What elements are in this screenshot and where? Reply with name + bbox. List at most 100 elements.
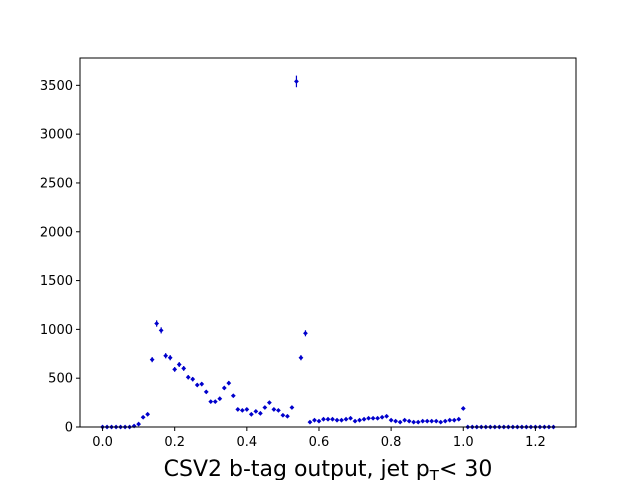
- data-point: [321, 416, 326, 422]
- data-point: [271, 407, 277, 412]
- data-point: [266, 400, 272, 405]
- data-point: [397, 419, 403, 425]
- data-point: [406, 418, 412, 424]
- data-point: [339, 417, 344, 423]
- data-point: [221, 385, 227, 391]
- y-tick-label: 3000: [40, 128, 73, 143]
- data-point: [303, 330, 308, 336]
- data-point: [325, 416, 331, 422]
- data-point: [289, 405, 295, 410]
- data-point: [316, 418, 322, 424]
- x-tick-label: 0.0: [92, 435, 113, 450]
- data-point: [384, 413, 390, 419]
- x-tick-label: 0.6: [309, 435, 330, 450]
- data-point: [158, 327, 164, 333]
- data-point: [307, 419, 313, 425]
- data-point: [239, 408, 245, 413]
- data-point: [149, 357, 155, 363]
- data-points: [100, 75, 556, 430]
- data-point: [136, 421, 142, 427]
- y-tick-label: 2500: [40, 176, 73, 191]
- plot-area-frame: [79, 57, 577, 428]
- data-point: [388, 417, 394, 423]
- data-point: [244, 407, 250, 412]
- data-point: [131, 423, 137, 429]
- data-point: [370, 415, 376, 421]
- y-axis-ticks: 0 500 1000 1500 2000 2500 3000 3500: [40, 79, 80, 436]
- y-tick-label: 500: [48, 372, 73, 387]
- data-point: [447, 417, 453, 423]
- data-point: [154, 321, 160, 326]
- x-tick-label: 0.4: [236, 435, 257, 450]
- data-point: [393, 418, 399, 424]
- data-point: [379, 414, 385, 420]
- data-point: [235, 407, 241, 412]
- data-point: [438, 419, 444, 425]
- x-axis-title-main: CSV2 b-tag output, jet p: [164, 457, 430, 480]
- data-point: [294, 79, 299, 84]
- data-point: [199, 381, 205, 387]
- data-point: [348, 415, 353, 421]
- data-point: [352, 418, 358, 424]
- x-tick-label: 1.2: [525, 435, 546, 450]
- data-point: [420, 418, 426, 424]
- x-tick-label: 0.8: [381, 435, 402, 450]
- data-point: [334, 417, 340, 423]
- data-point: [343, 416, 349, 422]
- y-tick-label: 1500: [40, 274, 73, 289]
- data-point: [190, 376, 196, 382]
- data-point: [145, 411, 151, 417]
- data-point: [366, 415, 371, 421]
- data-point: [361, 416, 367, 422]
- data-point: [194, 382, 200, 388]
- data-point: [460, 406, 466, 411]
- data-point: [312, 417, 317, 423]
- x-tick-label: 0.2: [164, 435, 185, 450]
- data-point: [433, 418, 439, 424]
- x-axis-ticks: 0.0 0.2 0.4 0.6 0.8 1.0 1.2: [92, 427, 546, 450]
- data-point: [285, 413, 290, 419]
- x-axis-title: CSV2 b-tag output, jet pT< 30: [164, 457, 493, 480]
- data-point: [298, 355, 304, 361]
- data-point: [226, 380, 232, 386]
- data-point: [257, 410, 263, 416]
- data-point: [357, 417, 362, 423]
- data-point: [163, 353, 169, 359]
- y-tick-label: 2000: [40, 225, 73, 240]
- data-point: [230, 393, 236, 399]
- data-point: [424, 418, 430, 424]
- data-point: [208, 399, 214, 405]
- data-point: [276, 408, 281, 413]
- y-tick-label: 3500: [40, 79, 73, 94]
- data-point: [280, 412, 286, 418]
- data-point: [330, 416, 335, 422]
- data-point: [451, 417, 457, 423]
- data-point: [442, 418, 448, 424]
- x-axis-title-rest: < 30: [439, 457, 492, 480]
- data-point: [217, 396, 223, 402]
- data-point: [176, 362, 182, 367]
- data-point: [172, 367, 178, 372]
- data-point: [375, 415, 380, 421]
- data-point: [415, 419, 421, 425]
- data-point: [262, 405, 268, 410]
- data-point: [429, 418, 435, 424]
- data-point: [411, 419, 417, 425]
- x-tick-label: 1.0: [453, 435, 474, 450]
- data-point: [167, 355, 173, 361]
- y-tick-label: 0: [65, 421, 73, 436]
- data-point: [402, 417, 408, 423]
- data-point: [212, 399, 218, 405]
- data-point: [248, 411, 254, 417]
- data-point: [253, 408, 259, 414]
- data-point: [203, 389, 209, 395]
- data-point: [456, 416, 462, 422]
- x-axis-title-subscript: T: [429, 467, 440, 480]
- y-tick-label: 1000: [40, 323, 73, 338]
- data-point: [181, 366, 187, 371]
- data-point: [185, 374, 191, 380]
- data-point: [140, 414, 146, 420]
